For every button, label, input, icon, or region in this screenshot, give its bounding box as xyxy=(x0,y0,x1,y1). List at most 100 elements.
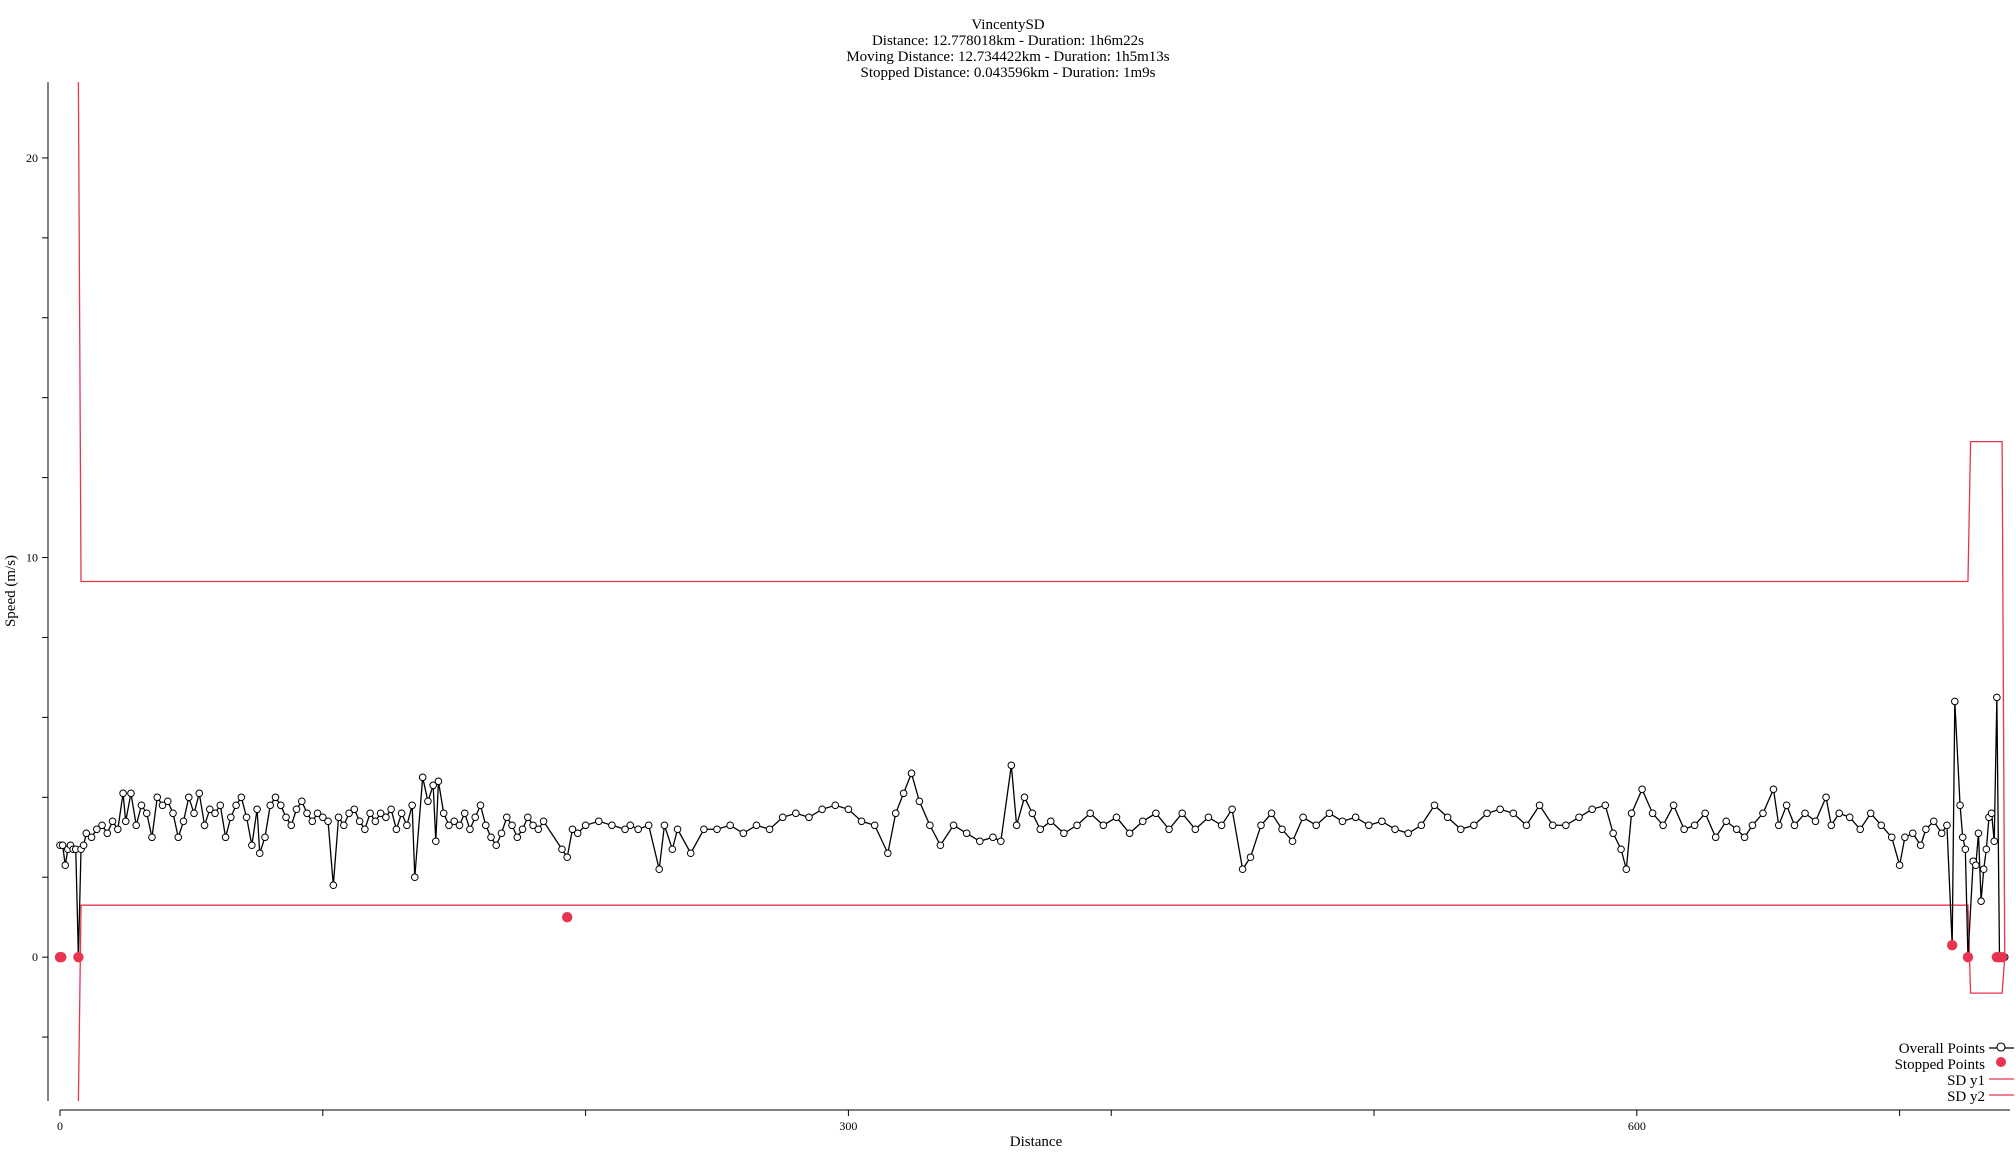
y-tick-label: 10 xyxy=(26,551,38,565)
overall-point xyxy=(1325,809,1334,818)
overall-point xyxy=(508,821,516,830)
overall-point xyxy=(148,833,156,842)
axes xyxy=(47,82,2010,1111)
overall-point xyxy=(700,825,708,834)
overall-point xyxy=(137,801,146,810)
overall-point xyxy=(153,793,162,802)
overall-point xyxy=(713,825,721,834)
overall-point xyxy=(976,837,984,846)
overall-point xyxy=(1748,821,1757,830)
overall-point xyxy=(1916,841,1925,850)
overall-point xyxy=(1364,821,1373,830)
overall-point xyxy=(216,801,225,810)
overall-point xyxy=(1979,865,1988,874)
overall-point xyxy=(1801,809,1809,818)
overall-point xyxy=(726,821,734,830)
overall-point xyxy=(1790,821,1799,830)
overall-point xyxy=(805,813,813,822)
overall-point xyxy=(429,781,437,790)
overall-point xyxy=(1060,829,1068,838)
overall-point xyxy=(660,821,669,830)
overall-point xyxy=(502,813,511,822)
overall-point xyxy=(1951,697,1959,706)
x-tick-label: 300 xyxy=(839,1119,857,1133)
overall-point xyxy=(870,821,879,830)
overall-point xyxy=(1680,825,1688,834)
overall-point xyxy=(1178,809,1186,818)
stopped-point xyxy=(1962,951,1974,963)
overall-point xyxy=(1073,821,1081,830)
overall-point xyxy=(79,841,88,850)
overall-point xyxy=(1125,829,1134,838)
overall-point xyxy=(752,821,761,830)
overall-point xyxy=(184,793,193,802)
overall-point xyxy=(1036,825,1045,834)
overall-point xyxy=(232,801,240,810)
overall-point xyxy=(1351,813,1360,822)
overall-point xyxy=(1638,785,1646,794)
overall-point xyxy=(1845,813,1854,822)
overall-point xyxy=(466,825,474,834)
overall-point xyxy=(1496,805,1504,814)
overall-point xyxy=(1740,833,1749,842)
overall-point xyxy=(211,809,219,818)
overall-point xyxy=(1908,829,1917,838)
overall-point xyxy=(765,825,774,834)
overall-point xyxy=(518,825,527,834)
overall-point xyxy=(1977,897,1985,906)
overall-point xyxy=(1972,861,1980,870)
overall-point xyxy=(487,833,495,842)
overall-point xyxy=(818,805,826,814)
overall-point xyxy=(221,833,230,842)
overall-point xyxy=(686,849,695,858)
overall-point xyxy=(1811,817,1820,826)
overall-point xyxy=(376,809,385,818)
overall-point xyxy=(1522,821,1531,830)
overall-point xyxy=(1769,785,1778,794)
overall-point xyxy=(450,817,459,826)
overall-point xyxy=(621,825,629,834)
overall-point xyxy=(1701,809,1709,818)
overall-point xyxy=(936,841,945,850)
overall-point xyxy=(594,817,603,826)
overall-point xyxy=(1165,825,1173,834)
overall-point xyxy=(1312,821,1320,830)
overall-point xyxy=(962,829,971,838)
overall-point xyxy=(392,825,401,834)
overall-point xyxy=(497,829,506,838)
legend-marker-overall xyxy=(1996,1042,2006,1052)
overall-point xyxy=(1509,809,1518,818)
overall-point xyxy=(195,789,204,798)
overall-point xyxy=(915,797,924,806)
overall-point xyxy=(1722,817,1730,826)
overall-point xyxy=(119,789,127,798)
overall-point xyxy=(673,825,682,834)
overall-point xyxy=(460,809,469,818)
overall-point xyxy=(1895,861,1904,870)
y-tick-label: 0 xyxy=(32,950,38,964)
overall-point xyxy=(831,801,840,810)
overall-point xyxy=(397,809,406,818)
overall-point xyxy=(445,821,453,830)
overall-point xyxy=(308,817,317,826)
overall-point xyxy=(626,821,635,830)
overall-point xyxy=(1929,817,1938,826)
sd-y1-line xyxy=(77,81,2006,958)
overall-point xyxy=(114,825,122,834)
overall-point xyxy=(1601,801,1610,810)
overall-point xyxy=(1228,805,1236,814)
overall-point xyxy=(276,801,285,810)
overall-point xyxy=(857,817,866,826)
overall-point xyxy=(242,813,251,822)
overall-point xyxy=(1617,845,1625,854)
stopped-point xyxy=(1996,951,2008,963)
overall-point xyxy=(340,821,348,830)
overall-point xyxy=(319,813,327,822)
overall-point xyxy=(1627,809,1636,818)
overall-point xyxy=(1217,821,1226,830)
overall-point xyxy=(1622,865,1631,874)
overall-point xyxy=(345,809,353,818)
overall-point xyxy=(1535,801,1544,810)
sd-y2-line xyxy=(77,904,2006,1102)
